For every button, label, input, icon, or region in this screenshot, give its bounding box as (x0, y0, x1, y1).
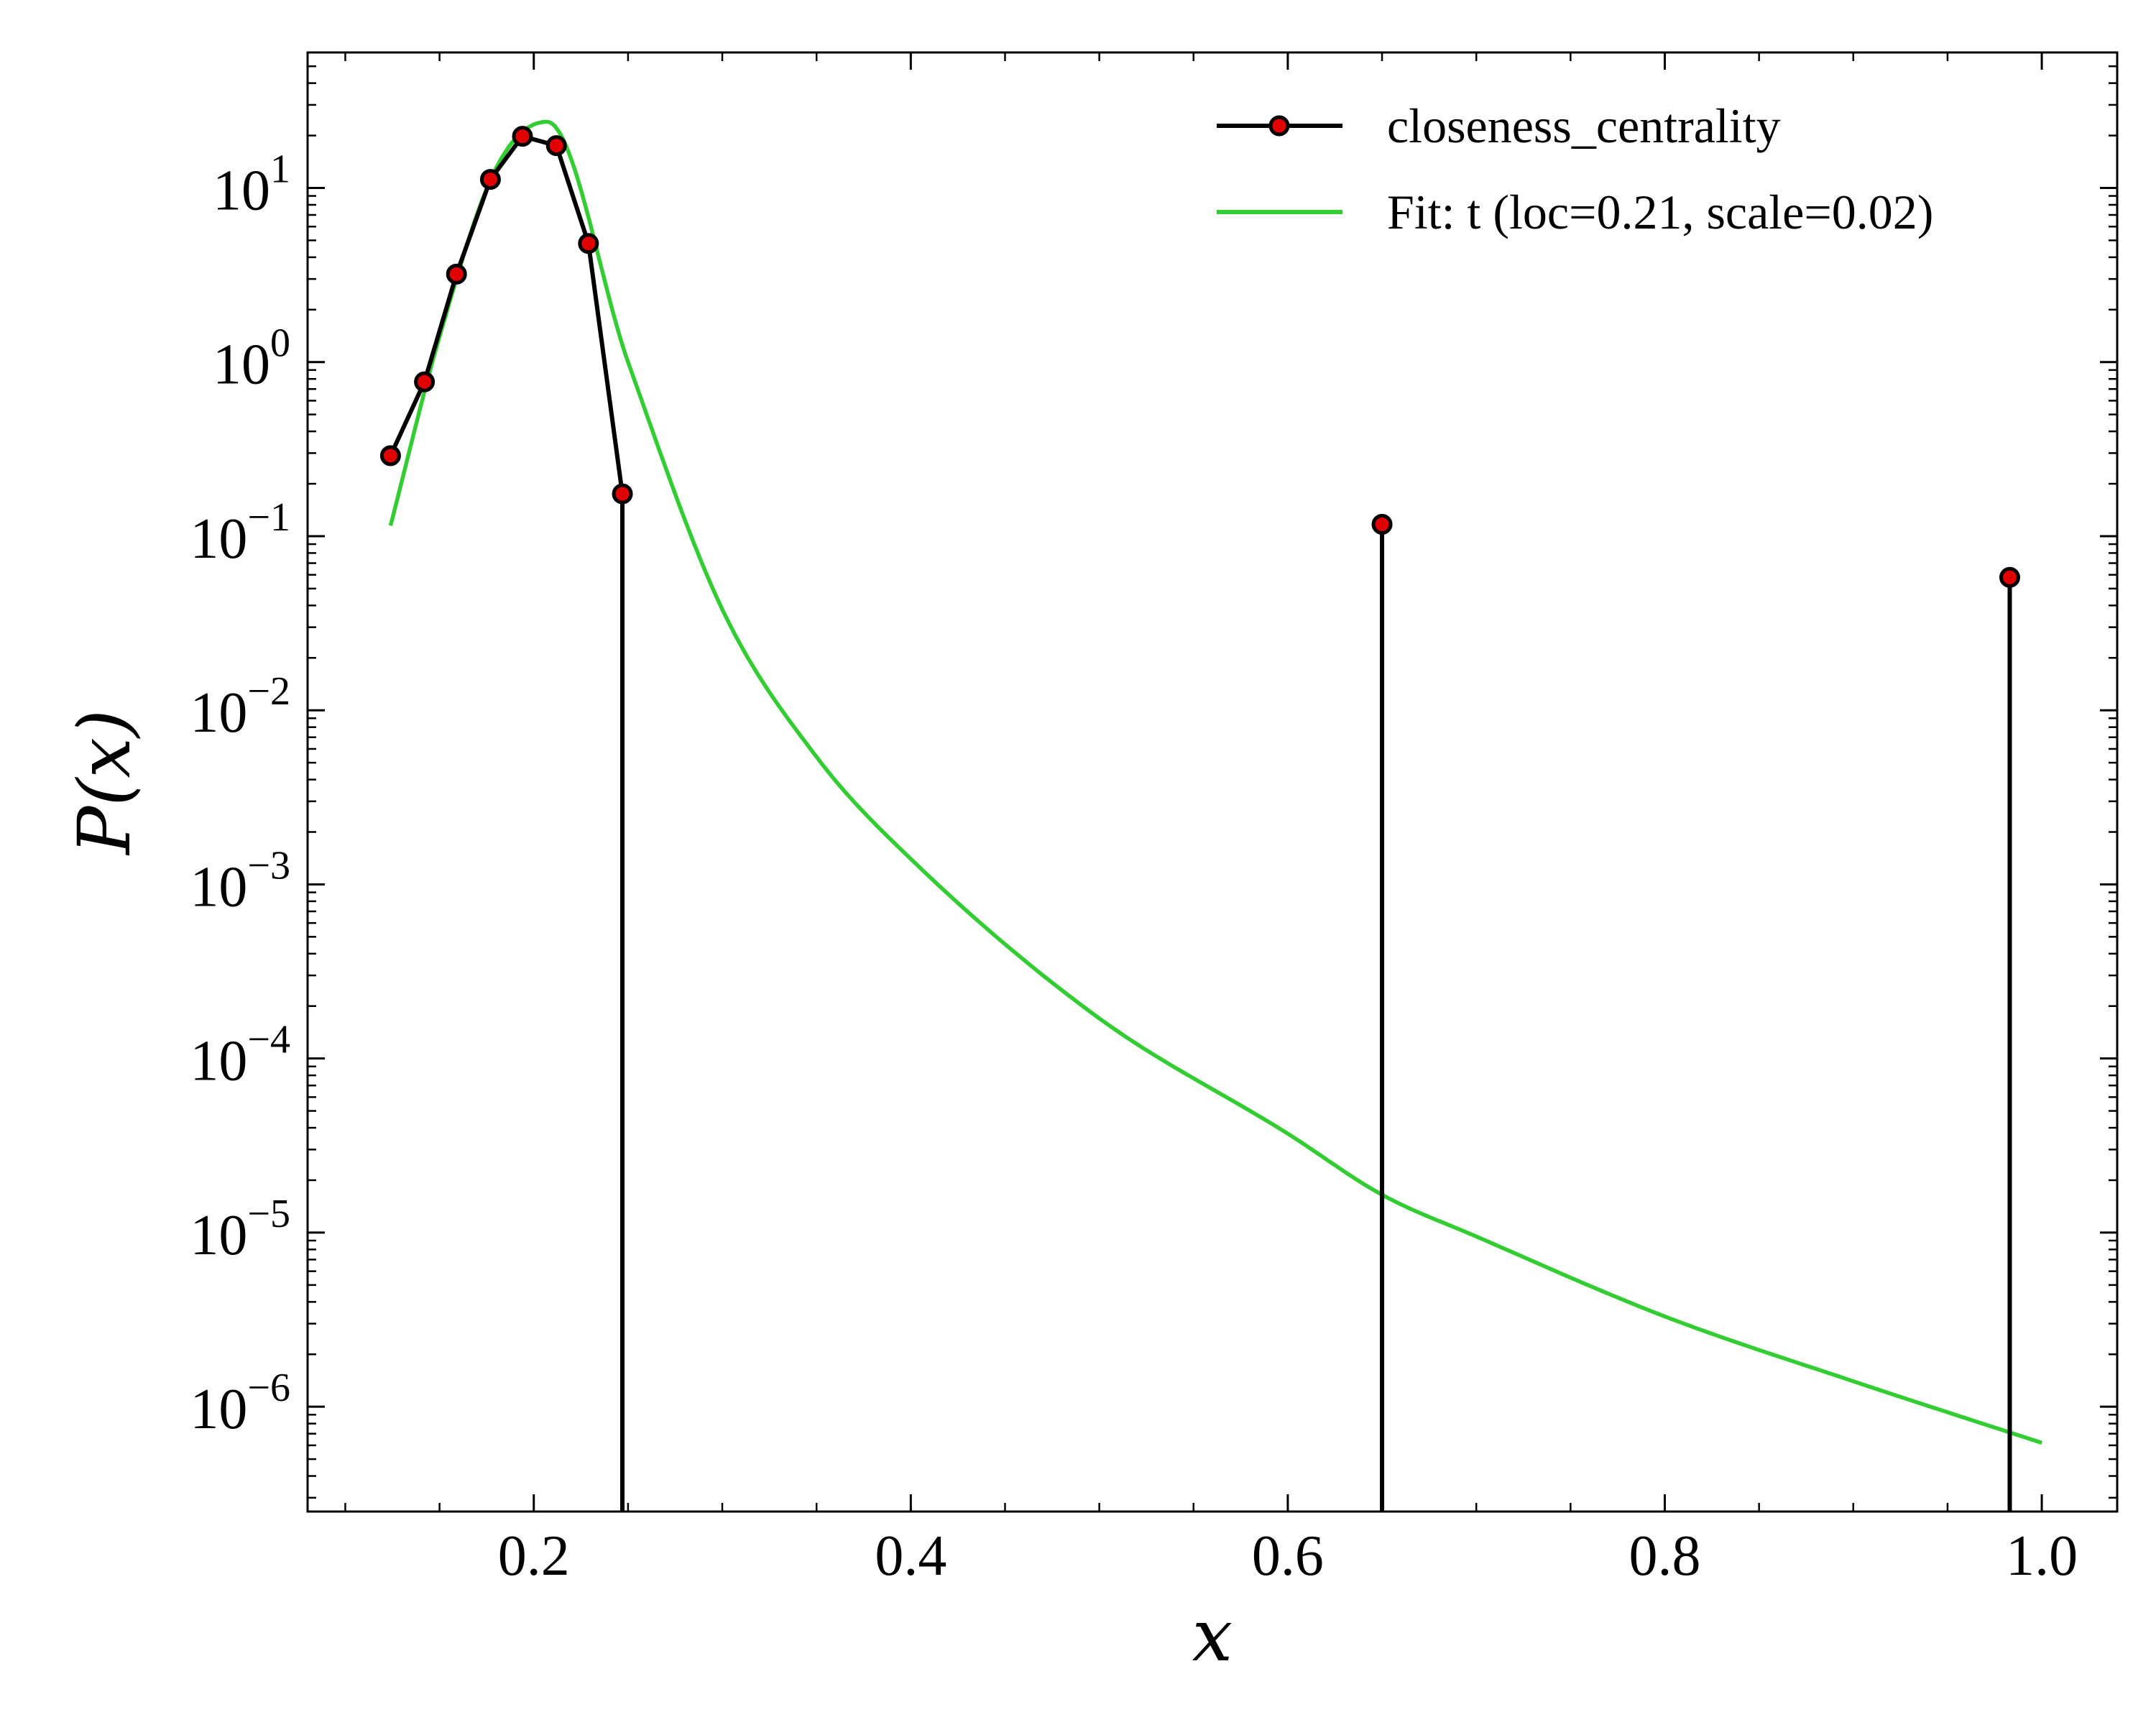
x-tick-label: 0.4 (875, 1524, 946, 1588)
x-tick-label: 1.0 (2006, 1524, 2078, 1588)
x-tick-label: 0.2 (498, 1524, 570, 1588)
closeness-point (578, 233, 599, 254)
closeness-point (1999, 566, 2020, 588)
plot-frame (306, 51, 2119, 1513)
y-tick-label: 101 (213, 147, 290, 222)
y-tick-label: 10−3 (190, 843, 290, 919)
x-axis-label: x (1192, 1593, 1233, 1678)
closeness-point (479, 169, 501, 190)
fit-curve (388, 119, 2042, 1445)
y-tick-label: 10−5 (190, 1192, 290, 1267)
plot-area (308, 52, 2117, 1512)
y-tick-label: 10−2 (190, 669, 290, 745)
legend-label-closeness: closeness_centrality (1387, 98, 1781, 153)
x-tick-label: 0.8 (1629, 1524, 1701, 1588)
y-tick-label: 10−6 (190, 1366, 290, 1441)
y-axis-label: P(x) (63, 709, 147, 856)
closeness-point (545, 135, 567, 157)
y-tick-label: 100 (213, 321, 290, 397)
y-tick-label: 10−1 (190, 495, 290, 571)
y-tick-label: 10−4 (190, 1018, 290, 1093)
legend-marker-closeness (1268, 115, 1290, 137)
closeness-point (379, 445, 401, 466)
x-tick-labels: 0.2 0.4 0.6 0.8 1.0 (498, 1524, 2078, 1588)
closeness-point (446, 263, 467, 285)
major-ticks (308, 52, 2117, 1512)
x-tick-label: 0.6 (1252, 1524, 1324, 1588)
y-tick-labels: 101 100 10−1 10−2 10−3 10−4 10−5 10−6 (190, 147, 290, 1441)
legend: closeness_centrality Fit: t (loc=0.21, s… (1217, 98, 1933, 239)
series-layer (379, 119, 2042, 1512)
legend-label-fit: Fit: t (loc=0.21, scale=0.02) (1387, 185, 1933, 239)
closeness-point (512, 126, 533, 147)
closeness-point (612, 483, 633, 505)
closeness-point (1371, 513, 1393, 535)
closeness-point (414, 371, 436, 392)
